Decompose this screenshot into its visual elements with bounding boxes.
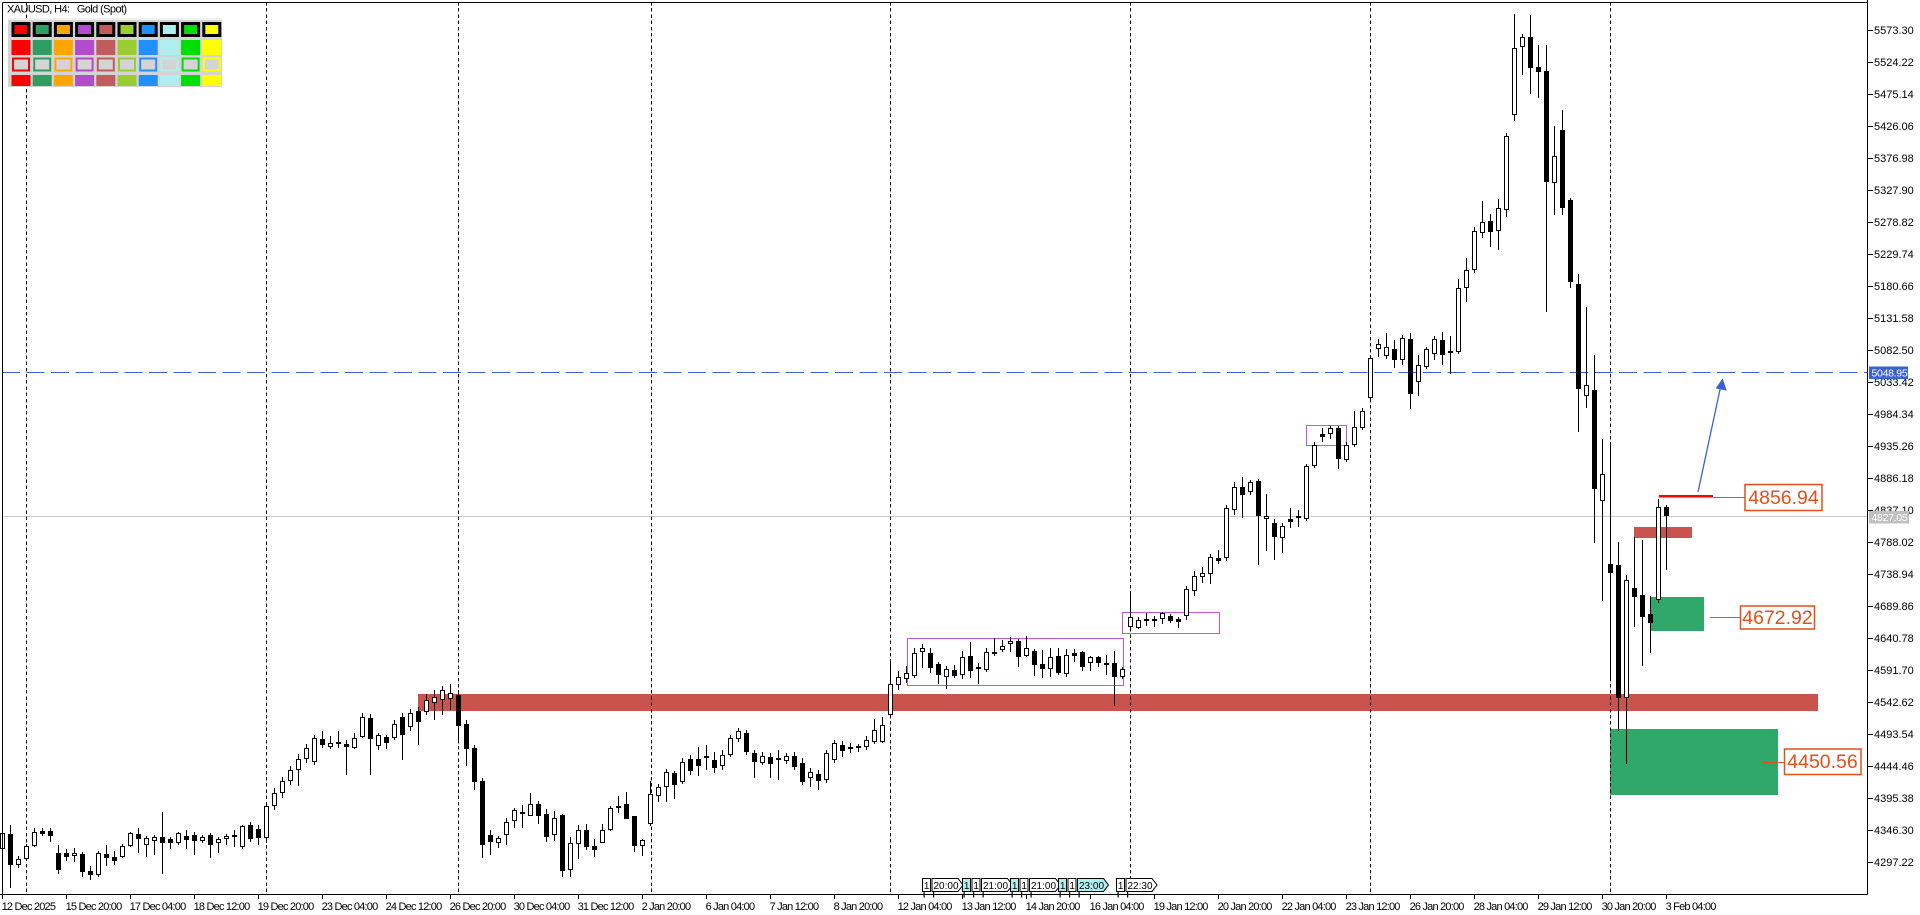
svg-text:4542.62: 4542.62 bbox=[1874, 697, 1914, 709]
svg-text:5180.66: 5180.66 bbox=[1874, 281, 1914, 293]
svg-text:12 Dec 2025: 12 Dec 2025 bbox=[2, 901, 56, 913]
svg-text:4450.56: 4450.56 bbox=[1787, 751, 1858, 773]
svg-text:4640.78: 4640.78 bbox=[1874, 633, 1914, 645]
svg-text:1: 1 bbox=[964, 881, 970, 892]
svg-text:15 Dec 20:00: 15 Dec 20:00 bbox=[66, 901, 123, 913]
svg-text:5475.14: 5475.14 bbox=[1874, 89, 1914, 101]
svg-text:4984.34: 4984.34 bbox=[1874, 409, 1914, 421]
svg-text:7 Jan 12:00: 7 Jan 12:00 bbox=[770, 901, 819, 913]
svg-text:1: 1 bbox=[1069, 881, 1075, 892]
svg-text:30 Dec 04:00: 30 Dec 04:00 bbox=[514, 901, 571, 913]
svg-text:18 Dec 12:00: 18 Dec 12:00 bbox=[194, 901, 251, 913]
svg-text:1: 1 bbox=[1021, 881, 1027, 892]
svg-text:XAUUSD, H4: Gold (Spot): XAUUSD, H4: Gold (Spot) bbox=[7, 4, 126, 16]
svg-text:4886.18: 4886.18 bbox=[1874, 473, 1914, 485]
svg-text:23:00: 23:00 bbox=[1079, 881, 1104, 892]
svg-text:5278.82: 5278.82 bbox=[1874, 217, 1914, 229]
svg-text:21:00: 21:00 bbox=[1031, 881, 1056, 892]
svg-text:2 Jan 20:00: 2 Jan 20:00 bbox=[642, 901, 691, 913]
svg-text:5131.58: 5131.58 bbox=[1874, 313, 1914, 325]
svg-text:4591.70: 4591.70 bbox=[1874, 665, 1914, 677]
svg-text:5327.90: 5327.90 bbox=[1874, 185, 1914, 197]
svg-text:5376.98: 5376.98 bbox=[1874, 153, 1914, 165]
svg-text:28 Jan 04:00: 28 Jan 04:00 bbox=[1474, 901, 1529, 913]
svg-text:3 Feb 04:00: 3 Feb 04:00 bbox=[1666, 901, 1717, 913]
svg-text:5033.42: 5033.42 bbox=[1874, 377, 1914, 389]
svg-text:21:00: 21:00 bbox=[983, 881, 1008, 892]
svg-text:26 Dec 20:00: 26 Dec 20:00 bbox=[450, 901, 507, 913]
svg-text:16 Jan 04:00: 16 Jan 04:00 bbox=[1090, 901, 1145, 913]
svg-text:31 Dec 12:00: 31 Dec 12:00 bbox=[578, 901, 635, 913]
svg-text:1: 1 bbox=[1060, 881, 1066, 892]
svg-text:29 Jan 12:00: 29 Jan 12:00 bbox=[1538, 901, 1593, 913]
svg-text:4827.05: 4827.05 bbox=[1872, 512, 1908, 524]
svg-text:4297.22: 4297.22 bbox=[1874, 857, 1914, 869]
svg-text:13 Jan 12:00: 13 Jan 12:00 bbox=[962, 901, 1017, 913]
svg-text:1: 1 bbox=[973, 881, 979, 892]
svg-text:22:30: 22:30 bbox=[1127, 881, 1152, 892]
svg-text:20:00: 20:00 bbox=[933, 881, 958, 892]
svg-text:1: 1 bbox=[1012, 881, 1018, 892]
svg-text:19 Dec 20:00: 19 Dec 20:00 bbox=[258, 901, 315, 913]
svg-text:4672.92: 4672.92 bbox=[1742, 607, 1813, 629]
svg-text:4689.86: 4689.86 bbox=[1874, 601, 1914, 613]
svg-text:5573.30: 5573.30 bbox=[1874, 25, 1914, 37]
svg-text:5229.74: 5229.74 bbox=[1874, 249, 1914, 261]
svg-text:4444.46: 4444.46 bbox=[1874, 761, 1914, 773]
svg-text:4346.30: 4346.30 bbox=[1874, 825, 1914, 837]
svg-text:4788.02: 4788.02 bbox=[1874, 537, 1914, 549]
svg-text:26 Jan 20:00: 26 Jan 20:00 bbox=[1410, 901, 1465, 913]
svg-text:5048.95: 5048.95 bbox=[1872, 368, 1908, 380]
svg-text:24 Dec 12:00: 24 Dec 12:00 bbox=[386, 901, 443, 913]
svg-text:5426.06: 5426.06 bbox=[1874, 121, 1914, 133]
svg-text:4935.26: 4935.26 bbox=[1874, 441, 1914, 453]
svg-text:30 Jan 20:00: 30 Jan 20:00 bbox=[1602, 901, 1657, 913]
svg-text:6 Jan 04:00: 6 Jan 04:00 bbox=[706, 901, 755, 913]
svg-text:23 Dec 04:00: 23 Dec 04:00 bbox=[322, 901, 379, 913]
svg-text:5082.50: 5082.50 bbox=[1874, 345, 1914, 357]
svg-text:1: 1 bbox=[924, 881, 930, 892]
svg-text:4395.38: 4395.38 bbox=[1874, 793, 1914, 805]
svg-text:4738.94: 4738.94 bbox=[1874, 569, 1914, 581]
svg-text:23 Jan 12:00: 23 Jan 12:00 bbox=[1346, 901, 1401, 913]
svg-text:4493.54: 4493.54 bbox=[1874, 729, 1914, 741]
svg-text:5524.22: 5524.22 bbox=[1874, 57, 1914, 69]
svg-text:14 Jan 20:00: 14 Jan 20:00 bbox=[1026, 901, 1081, 913]
svg-text:1: 1 bbox=[1118, 881, 1124, 892]
svg-text:20 Jan 20:00: 20 Jan 20:00 bbox=[1218, 901, 1273, 913]
svg-text:17 Dec 04:00: 17 Dec 04:00 bbox=[130, 901, 187, 913]
svg-text:4856.94: 4856.94 bbox=[1748, 487, 1819, 509]
svg-text:12 Jan 04:00: 12 Jan 04:00 bbox=[898, 901, 953, 913]
svg-text:8 Jan 20:00: 8 Jan 20:00 bbox=[834, 901, 883, 913]
svg-text:22 Jan 04:00: 22 Jan 04:00 bbox=[1282, 901, 1337, 913]
svg-text:19 Jan 12:00: 19 Jan 12:00 bbox=[1154, 901, 1209, 913]
